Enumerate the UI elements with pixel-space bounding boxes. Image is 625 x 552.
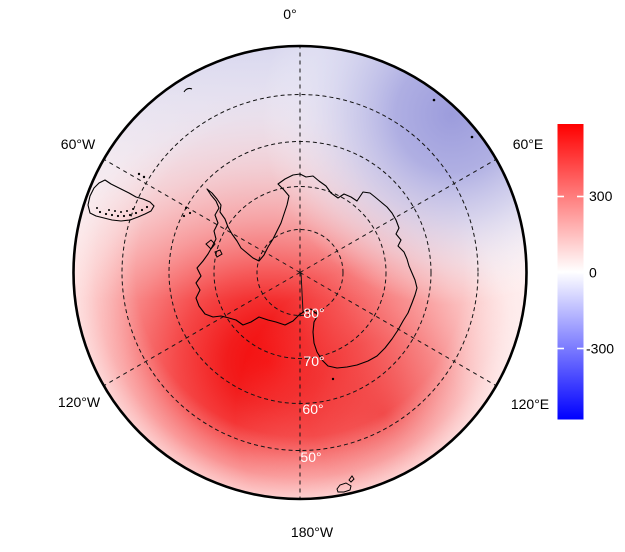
longitude-label-60w: 60°W xyxy=(61,136,96,152)
meridian-solid-segment xyxy=(300,272,304,313)
meridian-60w xyxy=(103,158,301,273)
south-america-tip xyxy=(87,179,155,222)
longitude-labels: 0° 60°W 60°E 120°W 120°E 180°W xyxy=(58,6,549,540)
coastlines xyxy=(87,87,474,493)
longitude-label-120w: 120°W xyxy=(58,394,101,410)
colorbar-tick-label-0: 0 xyxy=(589,265,597,281)
meridian-60e xyxy=(299,158,497,273)
latitude-label-70: 70° xyxy=(303,353,324,369)
latitude-label-50: 50° xyxy=(300,449,321,465)
latitude-circle-80 xyxy=(256,229,344,316)
colorbar: 300 0 -300 xyxy=(557,124,614,420)
latitude-label-80: 80° xyxy=(303,305,324,321)
map-boundary-circle xyxy=(72,44,528,501)
meridian-120w xyxy=(103,272,301,387)
small-island-bottom xyxy=(336,475,355,493)
longitude-label-120e: 120°E xyxy=(511,396,549,412)
longitude-label-60e: 60°E xyxy=(513,136,544,152)
colorbar-tick-label-neg300: -300 xyxy=(586,341,614,357)
latitude-labels: 80° 70° 60° 50° xyxy=(300,305,324,465)
antarctica-coastline xyxy=(195,173,418,369)
latitude-circle-70 xyxy=(213,186,387,359)
longitude-label-0: 0° xyxy=(283,6,296,22)
stipple-dots xyxy=(96,98,474,381)
latitude-circle-50 xyxy=(121,94,479,451)
alexander-island xyxy=(205,239,223,258)
longitude-label-180w: 180°W xyxy=(291,524,334,540)
colorbar-tick-label-300: 300 xyxy=(589,188,613,204)
small-island-south-georgia xyxy=(183,87,193,93)
latitude-label-60: 60° xyxy=(302,401,323,417)
colorbar-ticks xyxy=(557,195,584,350)
